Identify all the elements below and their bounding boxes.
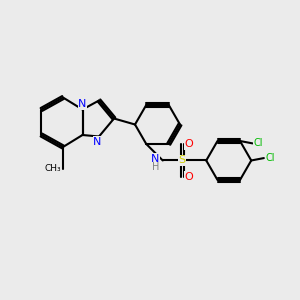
Text: N: N xyxy=(78,99,87,109)
Text: N: N xyxy=(93,137,102,147)
Text: Cl: Cl xyxy=(265,153,274,163)
Text: Cl: Cl xyxy=(254,138,263,148)
Text: CH₃: CH₃ xyxy=(44,164,61,173)
Text: O: O xyxy=(184,139,193,149)
Text: O: O xyxy=(184,172,193,182)
Text: H: H xyxy=(152,162,159,172)
Text: N: N xyxy=(151,154,159,164)
Text: S: S xyxy=(179,155,186,166)
